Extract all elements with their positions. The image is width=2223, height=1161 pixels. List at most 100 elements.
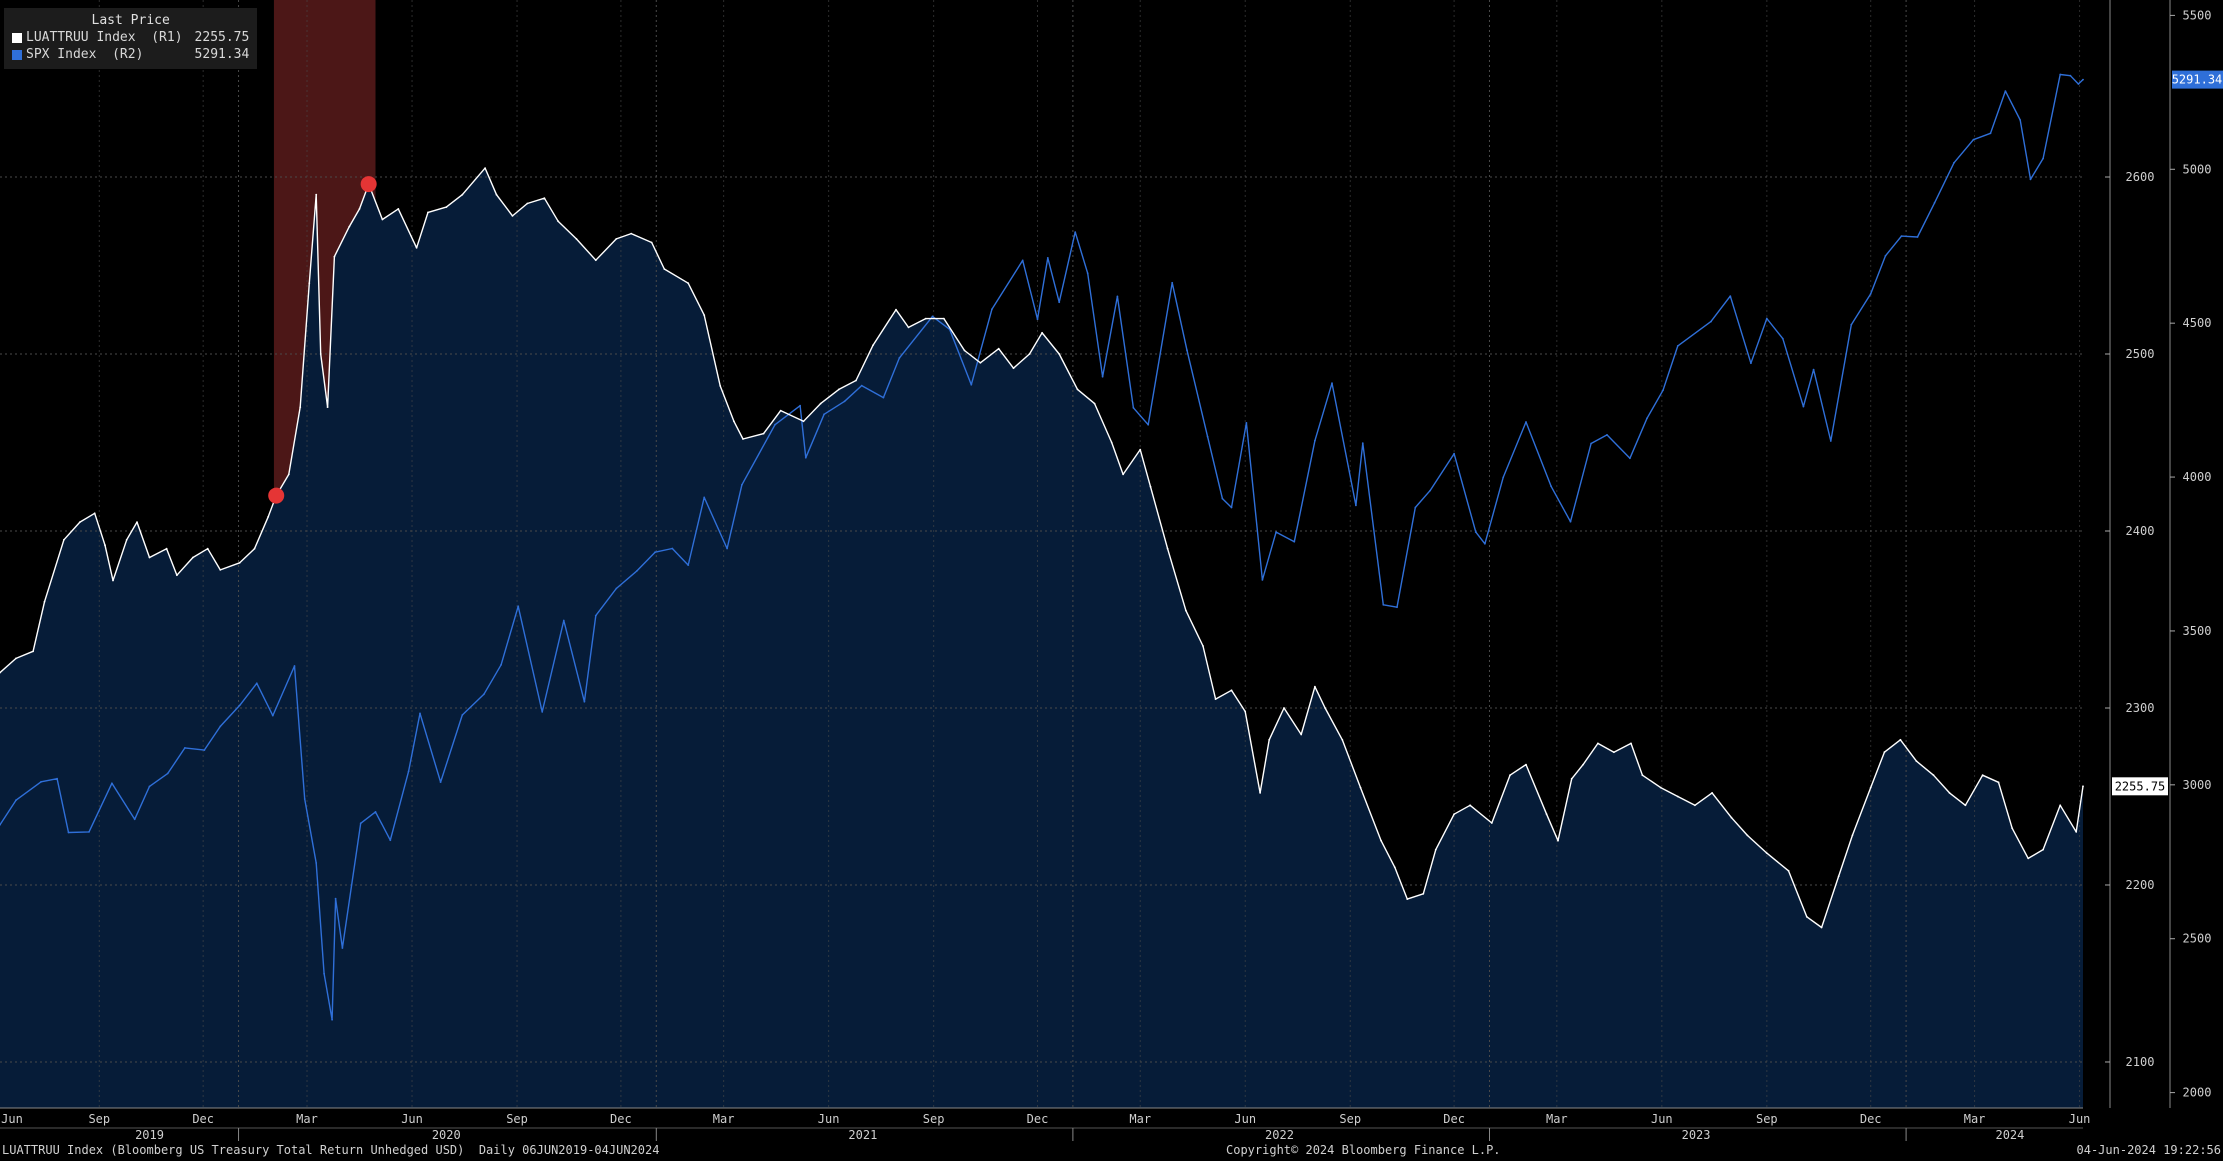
luattruu-line-point bbox=[543, 197, 546, 200]
spx-line-point bbox=[184, 747, 186, 749]
spx-line-point bbox=[1802, 405, 1805, 408]
spx-line-point bbox=[1750, 362, 1752, 365]
spx-line-point bbox=[774, 423, 776, 426]
luattruu-line-point bbox=[1185, 609, 1187, 612]
luattruu-line-point bbox=[1283, 707, 1285, 709]
luattruu-line-point bbox=[762, 432, 765, 435]
spx-line-point bbox=[359, 822, 362, 825]
spx-line-point bbox=[562, 619, 565, 622]
spx-line-point bbox=[1933, 201, 1936, 204]
month-tick-label: Jun bbox=[1651, 1112, 1673, 1126]
spx-line-point bbox=[860, 384, 863, 387]
spx-line-point bbox=[1829, 440, 1832, 442]
luattruu-line-point bbox=[1805, 915, 1808, 918]
luattruu-line-point bbox=[219, 569, 222, 571]
month-tick-label: Sep bbox=[88, 1112, 110, 1126]
spx-line-point bbox=[88, 831, 90, 833]
spx-line-point bbox=[1382, 603, 1385, 606]
spx-line-point bbox=[1074, 231, 1077, 234]
month-tick-label: Dec bbox=[1443, 1112, 1465, 1126]
luattruu-line-point bbox=[1422, 892, 1425, 895]
luattruu-line-point bbox=[1948, 792, 1951, 794]
month-tick-label: Dec bbox=[1027, 1112, 1049, 1126]
spx-line-point bbox=[1869, 293, 1872, 295]
luattruu-line-point bbox=[2042, 848, 2044, 851]
r1-tick-label: 2500 bbox=[2126, 347, 2155, 361]
month-tick-label: Mar bbox=[1546, 1112, 1568, 1126]
luattruu-line-point bbox=[427, 211, 429, 214]
spx-line-point bbox=[2004, 90, 2007, 92]
spx-line-point bbox=[1221, 497, 1224, 500]
spx-line-point bbox=[111, 782, 113, 785]
r2-tick-label: 5500 bbox=[2183, 8, 2212, 22]
spx-line-point bbox=[1147, 423, 1150, 426]
spx-line-point bbox=[726, 547, 728, 550]
month-tick-label: Sep bbox=[1756, 1112, 1778, 1126]
luattruu-line-point bbox=[719, 385, 722, 387]
spx-line-point bbox=[331, 1018, 333, 1021]
spx-line-point bbox=[1046, 257, 1049, 259]
spx-line-point bbox=[541, 711, 544, 713]
spx-line-point bbox=[970, 383, 973, 386]
luattruu-line-point bbox=[319, 353, 322, 355]
spx-line-point bbox=[687, 564, 690, 566]
luattruu-line-point bbox=[615, 238, 618, 240]
luattruu-line-point bbox=[125, 538, 128, 541]
spx-line-point bbox=[0, 823, 1, 826]
luattruu-line-point bbox=[997, 347, 1000, 350]
legend-label-luattruu: LUATTRUU Index (R1) bbox=[26, 30, 183, 45]
spx-line-point bbox=[517, 605, 520, 608]
spx-line-point bbox=[615, 587, 618, 590]
r2-tick-label: 4000 bbox=[2183, 470, 2212, 484]
spx-line-point bbox=[703, 496, 706, 499]
luattruu-line-point bbox=[315, 193, 318, 196]
r1-tick-label: 2100 bbox=[2126, 1055, 2155, 1069]
legend-swatch-luattruu bbox=[12, 32, 22, 43]
spx-line-point bbox=[271, 714, 274, 717]
year-tick-label: 2023 bbox=[1682, 1128, 1711, 1142]
spx-line-point bbox=[1132, 406, 1135, 409]
month-tick-label: Jun bbox=[818, 1112, 840, 1126]
spx-line-point bbox=[1884, 254, 1887, 257]
luattruu-line-point bbox=[93, 512, 96, 515]
luattruu-line-point bbox=[381, 218, 384, 221]
luattruu-line-point bbox=[1820, 926, 1823, 929]
luattruu-line-point bbox=[136, 521, 138, 523]
footer-copyright: Copyright© 2024 Bloomberg Finance L.P. bbox=[1226, 1143, 1501, 1157]
luattruu-last-value: 2255.75 bbox=[2115, 779, 2166, 793]
luattruu-line-point bbox=[1214, 698, 1217, 700]
luattruu-line-point bbox=[1012, 367, 1015, 370]
r1-tick-label: 2400 bbox=[2126, 524, 2155, 538]
spx-line bbox=[0, 73, 2084, 1021]
spx-line-point bbox=[133, 818, 136, 821]
spx-line-point bbox=[419, 712, 421, 715]
luattruu-line-point bbox=[1434, 848, 1437, 851]
spx-line-point bbox=[2019, 119, 2022, 121]
luattruu-line-point bbox=[495, 193, 498, 196]
month-tick-label: Mar bbox=[1129, 1112, 1151, 1126]
spx-line-point bbox=[741, 483, 743, 486]
legend-swatch-spx bbox=[12, 49, 22, 60]
legend-item-luattruu: LUATTRUU Index (R1) 2255.75 bbox=[12, 29, 249, 46]
spx-line-point bbox=[439, 781, 442, 783]
luattruu-line-point bbox=[1659, 786, 1662, 789]
spx-line-point bbox=[1569, 520, 1572, 523]
luattruu-line-point bbox=[1230, 689, 1233, 692]
luattruu-line-point bbox=[943, 317, 945, 320]
spx-line-point bbox=[1116, 295, 1119, 298]
luattruu-line-point bbox=[1149, 485, 1152, 488]
luattruu-line-point bbox=[1869, 786, 1872, 789]
spx-line-point bbox=[1850, 323, 1853, 326]
footer-timestamp: 04-Jun-2024 19:22:56 bbox=[2076, 1143, 2222, 1157]
luattruu-line-point bbox=[1545, 813, 1548, 816]
r2-tick-label: 4500 bbox=[2183, 316, 2212, 330]
luattruu-line-point bbox=[1110, 441, 1113, 444]
luattruu-line-point bbox=[1883, 751, 1886, 754]
month-tick-label: Dec bbox=[1860, 1112, 1882, 1126]
luattruu-line-point bbox=[1997, 781, 2000, 784]
spx-line-point bbox=[1662, 389, 1664, 392]
luattruu-line-point bbox=[2075, 831, 2078, 833]
luattruu-line-point bbox=[397, 208, 400, 210]
luattruu-line-point bbox=[1259, 792, 1261, 794]
